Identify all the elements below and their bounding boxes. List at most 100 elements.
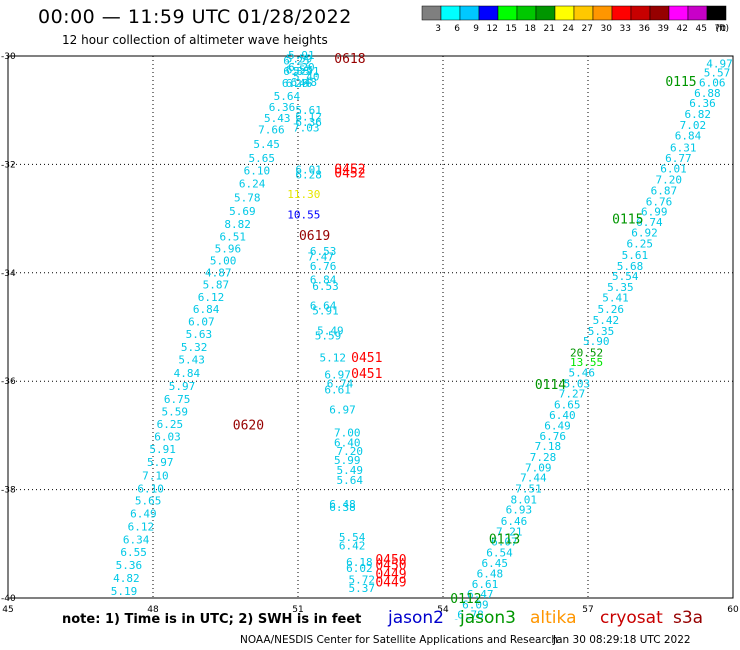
wave-height-value: 11.30 — [287, 188, 320, 201]
legend-entry-s3a: s3a — [673, 608, 704, 628]
pass-time-label: 0450 — [375, 558, 406, 573]
wave-height-value: 6.42 — [339, 539, 366, 552]
colorbar-tick-label: 9 — [473, 24, 479, 34]
pass-time-label: 0112 — [450, 592, 481, 607]
wave-height-value: 6.53 — [312, 280, 339, 293]
wave-height-value: 6.77 — [665, 152, 692, 165]
wave-height-value: 5.90 — [583, 335, 610, 348]
wave-height-value: 6.18 — [346, 556, 373, 569]
wave-height-value: 5.43 — [178, 354, 205, 367]
pass-time-label: 0450 — [375, 553, 406, 568]
wave-height-value: 5.65 — [249, 152, 276, 165]
wave-height-value: 6.54 — [486, 546, 513, 559]
wave-height-value: 5.87 — [203, 279, 230, 292]
wave-height-value: 5.59 — [315, 330, 342, 343]
x-tick-label: 57 — [582, 605, 593, 615]
wave-height-value: 5.61 — [295, 104, 322, 117]
colorbar-swatch — [706, 5, 727, 21]
wave-height-value: 6.06 — [699, 77, 726, 90]
wave-height-value: 6.40 — [549, 409, 576, 422]
wave-height-value: 5.65 — [135, 494, 162, 507]
wave-height-value: 5.72 — [349, 574, 376, 587]
wave-height-value: 6.36 — [295, 116, 322, 129]
generation-timestamp: Jan 30 08:29:18 UTC 2022 — [553, 634, 691, 646]
pass-time-label: 0115 — [612, 213, 643, 228]
wave-height-value: 5.68 — [617, 260, 644, 273]
pass-time-label: 0449 — [375, 568, 406, 583]
legend-entry-jason3: jason3 — [460, 608, 516, 628]
wave-height-value: 5.12 — [320, 351, 347, 364]
wave-height-value: 5.36 — [116, 559, 143, 572]
wave-height-value: 5.42 — [593, 314, 620, 327]
pass-time-label: 0115 — [665, 75, 696, 90]
wave-height-value: 6.12 — [198, 291, 225, 304]
wave-height-value: 8.01 — [510, 493, 537, 506]
wave-height-value: 6.85 — [283, 65, 310, 78]
colorbar-tick-label: 21 — [544, 24, 555, 34]
wave-height-value: 5.41 — [602, 292, 629, 305]
wave-height-map: 45 48 51 54 57 60-30-32-34-36-38-405.915.596.… — [1, 49, 739, 620]
wave-height-value: 5.45 — [253, 138, 280, 151]
wave-height-value: 7.20 — [336, 445, 363, 458]
colorbar-tick-label: 3 — [435, 24, 441, 34]
y-tick-label: -30 — [1, 52, 16, 62]
wave-height-value: 5.37 — [349, 582, 376, 595]
wave-height-value: 6.01 — [295, 163, 322, 176]
wave-height-value: 6.20 — [288, 61, 315, 74]
wave-height-value: 6.09 — [462, 599, 489, 612]
wave-height-value: 6.78 — [457, 608, 484, 620]
wave-height-value: 7.44 — [520, 472, 547, 485]
wave-height-value: 6.76 — [646, 195, 673, 208]
wave-height-value: 8.82 — [224, 218, 251, 231]
wave-height-value: 6.55 — [120, 546, 147, 559]
wave-height-value: 6.09 — [452, 617, 479, 620]
wave-height-value: 6.51 — [220, 230, 247, 243]
wave-height-value: 6.84 — [193, 303, 220, 316]
wave-height-value: 5.00 — [210, 254, 237, 267]
wave-height-value: 6.26 — [282, 77, 309, 90]
wave-height-value: 5.19 — [111, 585, 138, 598]
wave-height-value: 7.20 — [655, 174, 682, 187]
chart-subtitle: 12 hour collection of altimeter wave hei… — [62, 33, 328, 47]
wave-height-value: 7.18 — [535, 440, 562, 453]
wave-height-value: 6.84 — [675, 130, 702, 143]
wave-height-value: 6.12 — [128, 520, 155, 533]
wave-height-value: 6.49 — [130, 507, 157, 520]
wave-height-value: 6.10 — [244, 164, 271, 177]
wave-height-value: 4.84 — [174, 367, 201, 380]
wave-height-value: 5.78 — [234, 191, 261, 204]
wave-height-value: 6.25 — [283, 54, 310, 67]
wave-height-value: 5.61 — [622, 249, 649, 262]
wave-height-value: 5.96 — [215, 242, 242, 255]
pass-time-label: 0620 — [233, 419, 264, 434]
wave-height-value: 6.10 — [137, 483, 164, 496]
wave-height-value: 6.76 — [310, 260, 337, 273]
colorbar-tick-label: 6 — [454, 24, 460, 34]
y-tick-label: -40 — [1, 594, 16, 604]
wave-height-value: 6.74 — [327, 377, 354, 390]
wave-height-value: 5.49 — [317, 324, 344, 337]
wave-height-value: 7.09 — [525, 461, 552, 474]
wave-height-value: 5.43 — [264, 112, 291, 125]
wave-height-value: 6.24 — [239, 177, 266, 190]
pass-time-label: 0619 — [299, 229, 330, 244]
wave-height-value: 4.97 — [706, 58, 733, 71]
wave-height-value: 6.97 — [324, 369, 351, 382]
pass-time-label: 0452 — [334, 163, 365, 178]
wave-height-value: 5.35 — [607, 281, 634, 294]
colorbar-legend: 3 6 9 12 15 18 21 24 27 30 33 36 39 42 45 70(ft) — [421, 5, 729, 34]
wave-height-value: 6.36 — [269, 101, 296, 114]
y-tick-label: -36 — [1, 377, 16, 387]
pass-time-label: 0449 — [375, 576, 406, 591]
wave-height-value: 6.25 — [157, 418, 184, 431]
pass-time-label: 0452 — [334, 167, 365, 182]
wave-height-value: 5.64 — [336, 474, 363, 487]
wave-height-value: 5.54 — [339, 531, 366, 544]
wave-height-value: 7.28 — [530, 451, 557, 464]
wave-height-value: 5.64 — [274, 90, 301, 103]
colorbar-tick-label: 36 — [639, 24, 651, 34]
y-tick-label: -34 — [1, 269, 16, 279]
wave-height-value: 13.55 — [570, 356, 603, 369]
pass-time-label: 0451 — [351, 351, 382, 366]
wave-height-value: 4.82 — [113, 572, 140, 585]
